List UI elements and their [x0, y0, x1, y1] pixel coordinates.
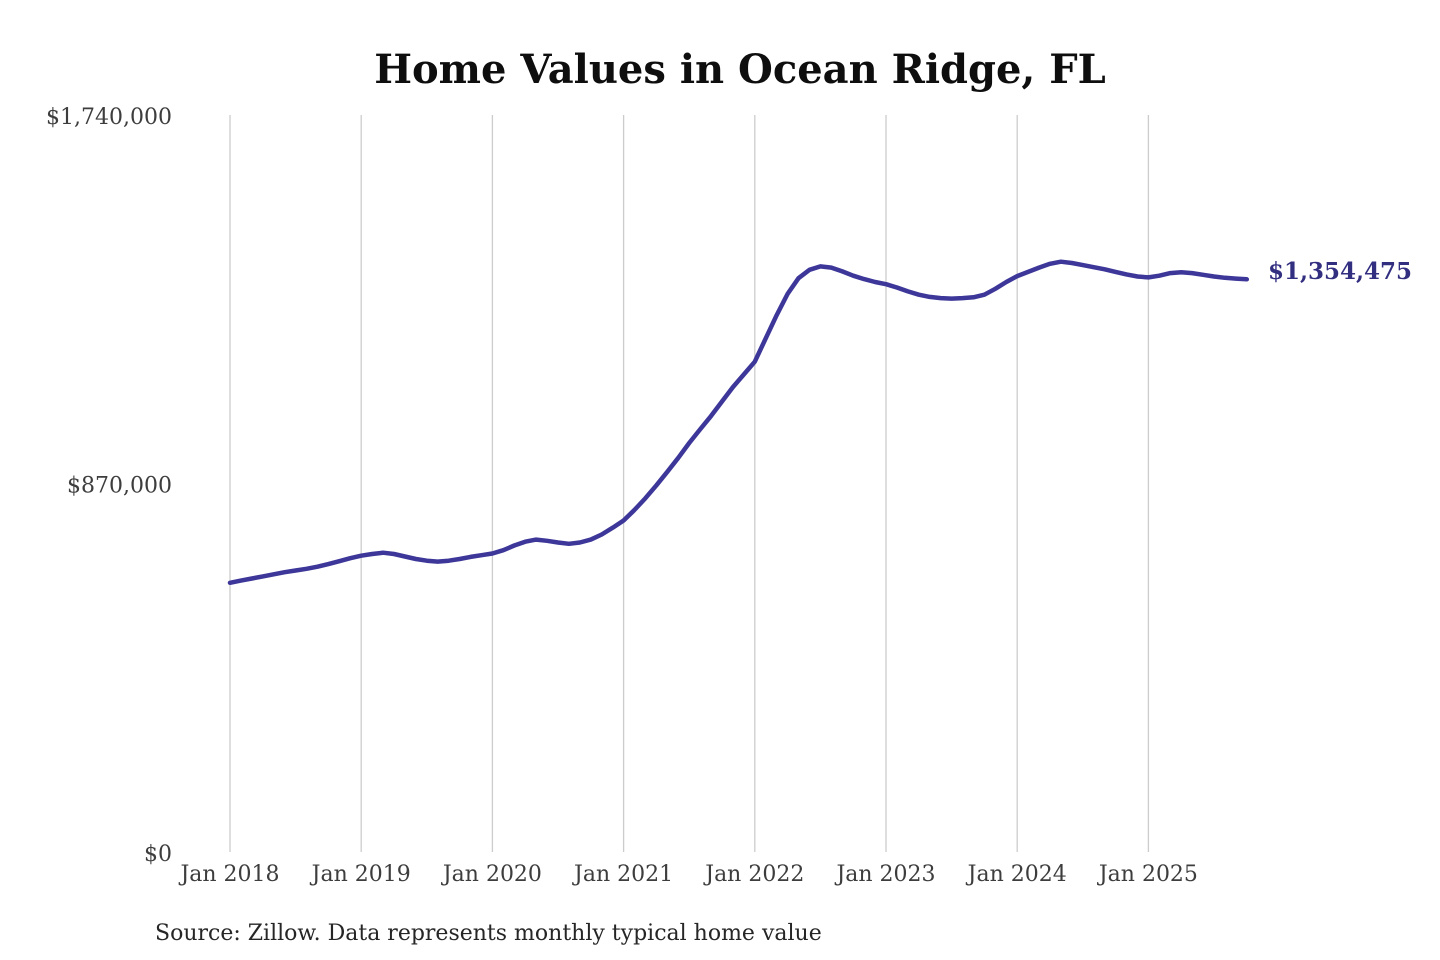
gridlines — [229, 115, 1150, 852]
y-tick-label: $0 — [144, 842, 172, 867]
x-tick-label: Jan 2025 — [1097, 862, 1198, 887]
x-tick-label: Jan 2024 — [966, 862, 1067, 887]
x-tick-label: Jan 2018 — [178, 862, 279, 887]
home-value-line — [227, 259, 1250, 586]
x-tick-label: Jan 2020 — [441, 862, 542, 887]
y-axis-labels: $0 $870,000 $1,740,000 — [46, 105, 172, 867]
x-tick-label: Jan 2019 — [310, 862, 411, 887]
x-tick-label: Jan 2021 — [572, 862, 673, 887]
x-tick-label: Jan 2023 — [834, 862, 935, 887]
chart-title: Home Values in Ocean Ridge, FL — [374, 46, 1106, 93]
y-tick-label: $1,740,000 — [46, 105, 172, 130]
y-tick-label: $870,000 — [67, 474, 172, 499]
x-tick-label: Jan 2022 — [703, 862, 804, 887]
x-axis-labels: Jan 2018 Jan 2019 Jan 2020 Jan 2021 Jan 2022… — [178, 862, 1197, 887]
source-note: Source: Zillow. Data represents monthly … — [155, 921, 822, 946]
current-value-label: $1,354,475 — [1268, 258, 1412, 285]
